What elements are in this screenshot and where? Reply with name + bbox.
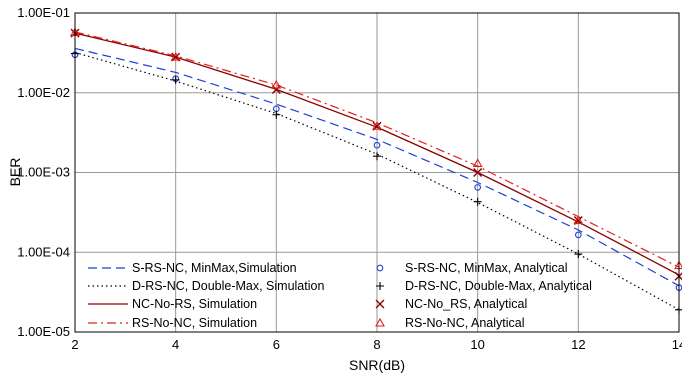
legend-label: RS-No-NC, Simulation — [132, 316, 257, 330]
data-point — [474, 184, 482, 191]
x-tick-label: 10 — [470, 337, 484, 352]
x-tick-label: 2 — [71, 337, 78, 352]
data-point — [574, 231, 582, 239]
y-tick-label: 1.00E-01 — [17, 5, 70, 20]
legend-label: RS-No-NC, Analytical — [405, 316, 524, 330]
y-tick-label: 1.00E-03 — [17, 165, 70, 180]
plot-frame — [74, 12, 680, 333]
x-tick-label: 6 — [273, 337, 280, 352]
legend-item: D-RS-NC, Double-Max, Simulation — [88, 279, 324, 293]
data-point — [271, 79, 282, 89]
legend-item: RS-No-NC, Analytical — [375, 316, 524, 330]
series-layer — [70, 27, 682, 314]
data-point — [473, 197, 482, 206]
legend-label: D-RS-NC, Double-Max, Simulation — [132, 279, 324, 293]
series-line-0 — [74, 47, 680, 287]
data-point — [171, 75, 180, 84]
legend-item: RS-No-NC, Simulation — [88, 316, 257, 330]
data-point — [373, 141, 381, 149]
legend-item: NC-No-RS, Simulation — [88, 297, 257, 311]
data-point — [573, 215, 584, 225]
legend-marker-swatch — [376, 282, 384, 290]
data-point — [272, 110, 281, 119]
y-tick-label: 1.00E-02 — [17, 85, 70, 100]
data-point — [473, 168, 483, 177]
data-point — [472, 158, 483, 167]
legend-item: S-RS-NC, MinMax,Simulation — [88, 261, 297, 275]
legend-marker-swatch — [375, 299, 385, 309]
legend-marker-swatch — [375, 317, 385, 327]
legend-marker-swatch — [376, 264, 384, 272]
series-markers-7 — [70, 27, 682, 270]
legend-label: D-RS-NC, Double-Max, Analytical — [405, 279, 592, 293]
y-axis-label: BER — [7, 158, 23, 187]
x-tick-label: 4 — [172, 337, 179, 352]
legend-label: NC-No-RS, Simulation — [132, 297, 257, 311]
x-tick-label: 14 — [672, 337, 682, 352]
data-point — [372, 121, 382, 130]
tick-labels: 2 4 6 8 10 12 14 1.00E-01 1.00E-02 1.00E-03 1.00E-… — [17, 5, 682, 352]
x-axis-label: SNR(dB) — [349, 357, 405, 373]
x-tick-label: 8 — [373, 337, 380, 352]
data-point — [170, 51, 181, 61]
legend-item: D-RS-NC, Double-Max, Analytical — [376, 279, 592, 293]
data-point — [574, 250, 583, 259]
legend-label: NC-No_RS, Analytical — [405, 297, 527, 311]
legend-label: S-RS-NC, MinMax, Analytical — [405, 261, 568, 275]
legend-item: NC-No_RS, Analytical — [375, 297, 527, 311]
y-tick-label: 1.00E-05 — [17, 324, 70, 339]
legend: S-RS-NC, MinMax,Simulation D-RS-NC, Doubl… — [88, 261, 592, 330]
data-point — [373, 152, 381, 161]
y-tick-label: 1.00E-04 — [17, 244, 70, 259]
x-tick-label: 12 — [571, 337, 585, 352]
legend-label: S-RS-NC, MinMax,Simulation — [132, 261, 297, 275]
legend-item: S-RS-NC, MinMax, Analytical — [376, 261, 568, 275]
